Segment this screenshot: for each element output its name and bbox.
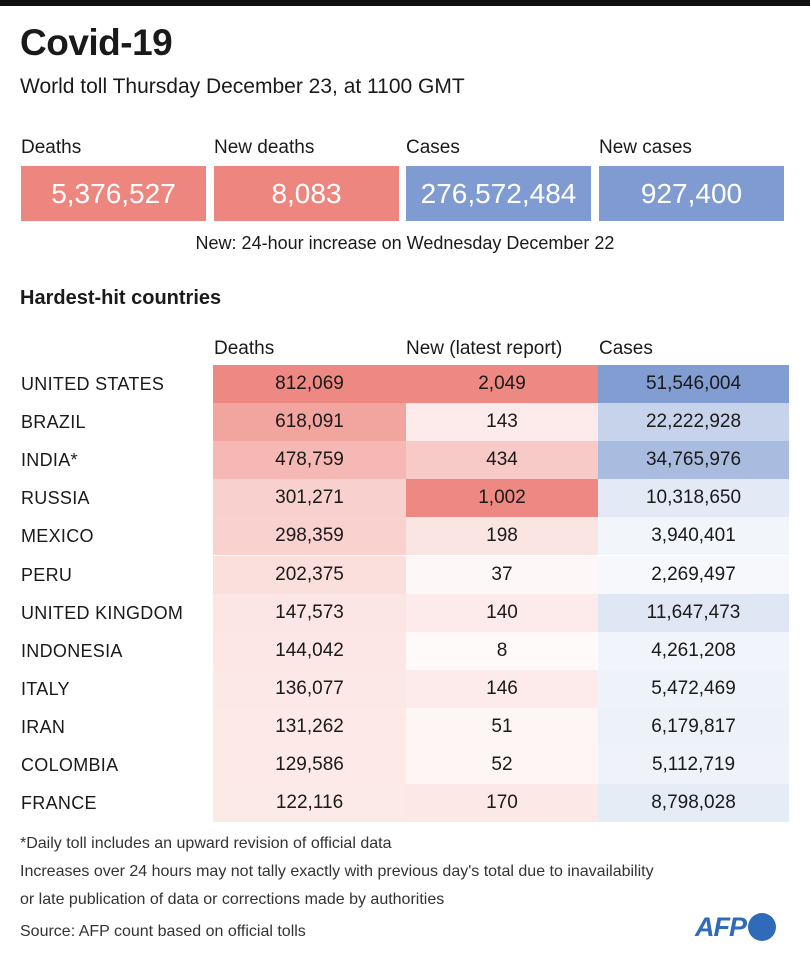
cell-deaths: 812,069 (213, 365, 406, 403)
cell-new: 2,049 (406, 365, 598, 403)
total-value: 8,083 (214, 166, 399, 221)
cell-new: 37 (406, 555, 598, 594)
cell-cases: 51,546,004 (598, 365, 789, 403)
cell-deaths: 618,091 (213, 403, 406, 442)
cell-deaths: 147,573 (213, 593, 406, 632)
cell-deaths: 478,759 (213, 441, 406, 480)
country-name: INDONESIA (21, 640, 123, 661)
table-row: INDIA* 478,759 434 34,765,976 (0, 441, 810, 480)
total-value: 927,400 (599, 166, 784, 221)
table-row: ITALY 136,077 146 5,472,469 (0, 669, 810, 708)
total-label: Cases (406, 137, 460, 158)
total-label: New deaths (214, 137, 315, 158)
column-header-cases: Cases (599, 338, 653, 359)
country-name: INDIA* (21, 450, 78, 471)
table-row: INDONESIA 144,042 8 4,261,208 (0, 631, 810, 670)
section-title: Hardest-hit countries (20, 287, 222, 309)
afp-logo: AFP (695, 912, 776, 942)
cell-cases: 5,112,719 (598, 746, 789, 784)
cell-cases: 8,798,028 (598, 784, 789, 823)
cell-new: 170 (406, 784, 598, 823)
country-name: UNITED KINGDOM (21, 602, 184, 623)
cell-deaths: 298,359 (213, 517, 406, 556)
column-header-new: New (latest report) (406, 338, 563, 359)
source: Source: AFP count based on official toll… (20, 923, 306, 940)
cell-new: 1,002 (406, 479, 598, 518)
footnote: *Daily toll includes an upward revision … (20, 835, 392, 852)
logo-circle-icon (748, 913, 776, 941)
country-name: IRAN (21, 716, 66, 737)
cell-cases: 3,940,401 (598, 517, 789, 556)
cell-cases: 5,472,469 (598, 669, 789, 708)
footnote: or late publication of data or correctio… (20, 891, 445, 908)
cell-deaths: 202,375 (213, 555, 406, 594)
country-name: COLOMBIA (21, 755, 119, 775)
cell-deaths: 131,262 (213, 707, 406, 746)
country-name: RUSSIA (21, 488, 90, 509)
cell-new: 8 (406, 631, 598, 670)
country-name: BRAZIL (21, 412, 86, 433)
cell-deaths: 144,042 (213, 631, 406, 670)
country-name: UNITED STATES (21, 374, 165, 394)
cell-new: 52 (406, 746, 598, 784)
logo-text: AFP (695, 911, 747, 942)
table-row: PERU 202,375 37 2,269,497 (0, 555, 810, 594)
country-name: FRANCE (21, 793, 97, 814)
cell-cases: 6,179,817 (598, 707, 789, 746)
country-name: PERU (21, 564, 73, 585)
cell-cases: 22,222,928 (598, 403, 789, 442)
footnote: Increases over 24 hours may not tally ex… (20, 863, 654, 880)
cell-deaths: 122,116 (213, 784, 406, 823)
cell-new: 198 (406, 517, 598, 556)
table-row: MEXICO 298,359 198 3,940,401 (0, 517, 810, 556)
total-label: New cases (599, 137, 692, 158)
country-name: ITALY (21, 678, 70, 699)
cell-cases: 10,318,650 (598, 479, 789, 518)
cell-new: 140 (406, 593, 598, 632)
table-row: UNITED KINGDOM 147,573 140 11,647,473 (0, 593, 810, 632)
cell-new: 146 (406, 669, 598, 708)
cell-new: 143 (406, 403, 598, 442)
table-row: IRAN 131,262 51 6,179,817 (0, 707, 810, 746)
cell-cases: 4,261,208 (598, 631, 789, 670)
column-header-deaths: Deaths (214, 338, 275, 359)
country-name: MEXICO (21, 526, 94, 547)
subtitle: World toll Thursday December 23, at 1100… (20, 75, 465, 98)
cell-cases: 11,647,473 (598, 593, 789, 632)
table-row: FRANCE 122,116 170 8,798,028 (0, 784, 810, 823)
cell-cases: 34,765,976 (598, 441, 789, 480)
cell-new: 51 (406, 707, 598, 746)
table-row: COLOMBIA 129,586 52 5,112,719 (0, 746, 810, 784)
cell-deaths: 136,077 (213, 669, 406, 708)
cell-deaths: 129,586 (213, 746, 406, 784)
total-label: Deaths (21, 137, 82, 158)
page-title: Covid-19 (20, 22, 173, 63)
cell-new: 434 (406, 441, 598, 480)
new-note: New: 24-hour increase on Wednesday Decem… (195, 233, 615, 253)
total-value: 5,376,527 (21, 166, 206, 221)
table-row: BRAZIL 618,091 143 22,222,928 (0, 403, 810, 442)
total-value: 276,572,484 (406, 166, 591, 221)
cell-cases: 2,269,497 (598, 555, 789, 594)
table-row: UNITED STATES 812,069 2,049 51,546,004 (0, 365, 810, 403)
top-bar (0, 0, 810, 6)
cell-deaths: 301,271 (213, 479, 406, 518)
table-row: RUSSIA 301,271 1,002 10,318,650 (0, 479, 810, 518)
